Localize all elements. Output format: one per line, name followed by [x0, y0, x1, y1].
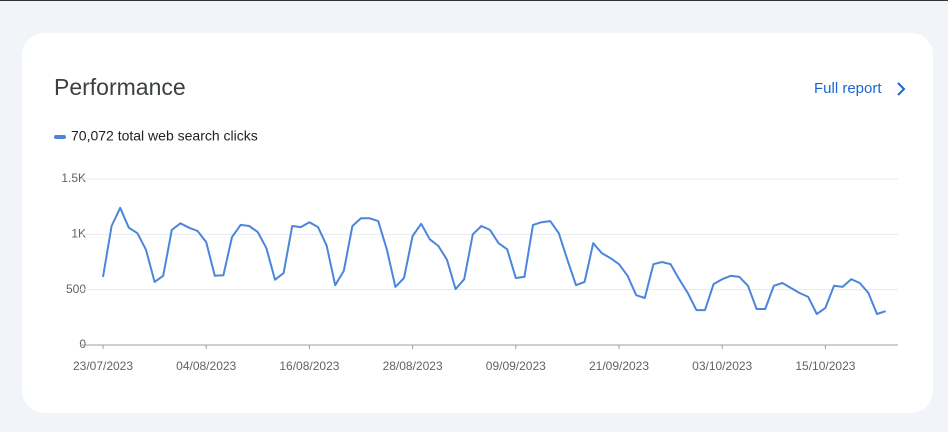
- x-tick-label: 04/08/2023: [176, 359, 236, 373]
- chevron-icon[interactable]: [897, 82, 906, 96]
- legend-label[interactable]: 70,072 total web search clicks: [71, 128, 258, 144]
- x-tick-label: 03/10/2023: [692, 359, 752, 373]
- x-tick-label: 15/10/2023: [795, 359, 855, 373]
- x-tick-label: 09/09/2023: [486, 359, 546, 373]
- clicks-line: [102, 206, 886, 315]
- y-tick-label: 1.5K: [61, 171, 86, 185]
- card-title: Performance: [54, 74, 186, 100]
- y-tick-label: 500: [66, 282, 86, 296]
- x-tick-label: 16/08/2023: [279, 359, 339, 373]
- x-tick-label: 21/09/2023: [589, 359, 649, 373]
- x-tick-label: 23/07/2023: [73, 359, 133, 373]
- full-report-link[interactable]: Full report: [814, 80, 906, 97]
- y-tick-label: 0: [79, 337, 86, 351]
- y-tick-label: 1K: [71, 227, 86, 241]
- link-text[interactable]: Full report: [814, 80, 882, 97]
- top-border: [0, 0, 948, 1]
- x-tick-label: 28/08/2023: [383, 359, 443, 373]
- legend-swatch[interactable]: [54, 135, 66, 139]
- performance-card: [22, 33, 933, 413]
